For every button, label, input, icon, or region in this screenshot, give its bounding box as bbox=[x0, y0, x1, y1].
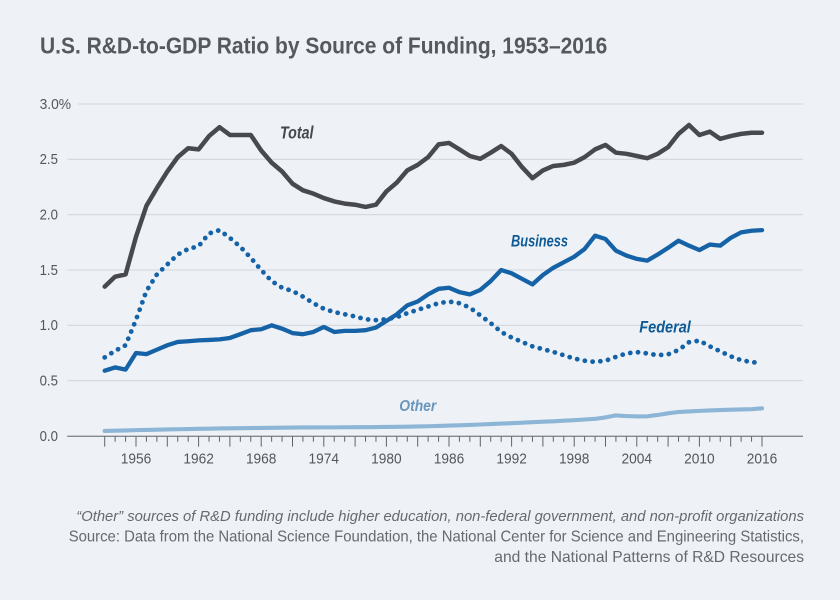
svg-text:U.S. R&D-to-GDP Ratio by Sourc: U.S. R&D-to-GDP Ratio by Source of Fundi… bbox=[40, 33, 607, 59]
svg-text:0.5: 0.5 bbox=[40, 373, 58, 390]
svg-text:Other: Other bbox=[399, 398, 437, 415]
svg-text:Source: Data from the National: Source: Data from the National Science F… bbox=[69, 529, 804, 546]
svg-text:1956: 1956 bbox=[121, 451, 152, 468]
svg-text:1980: 1980 bbox=[371, 451, 402, 468]
svg-text:1992: 1992 bbox=[496, 451, 527, 468]
svg-text:and the National Patterns of R: and the National Patterns of R&D Resourc… bbox=[494, 549, 804, 566]
svg-text:1998: 1998 bbox=[559, 451, 590, 468]
svg-text:1.5: 1.5 bbox=[40, 262, 58, 279]
svg-text:1962: 1962 bbox=[183, 451, 214, 468]
svg-text:1.0: 1.0 bbox=[40, 317, 58, 334]
svg-text:2.0: 2.0 bbox=[40, 207, 58, 224]
svg-text:2016: 2016 bbox=[747, 451, 778, 468]
svg-text:2.5: 2.5 bbox=[40, 151, 58, 168]
svg-text:Federal: Federal bbox=[639, 319, 691, 337]
svg-text:Total: Total bbox=[280, 123, 314, 143]
svg-text:1968: 1968 bbox=[246, 451, 277, 468]
svg-text:2004: 2004 bbox=[622, 451, 653, 468]
svg-text:“Other” sources of R&D funding: “Other” sources of R&D funding include h… bbox=[76, 508, 804, 525]
svg-text:1974: 1974 bbox=[309, 451, 340, 468]
svg-text:1986: 1986 bbox=[434, 451, 465, 468]
svg-text:Business: Business bbox=[511, 233, 568, 251]
svg-text:2010: 2010 bbox=[684, 451, 715, 468]
svg-text:3.0%: 3.0% bbox=[40, 96, 72, 113]
svg-text:0.0: 0.0 bbox=[40, 428, 58, 445]
